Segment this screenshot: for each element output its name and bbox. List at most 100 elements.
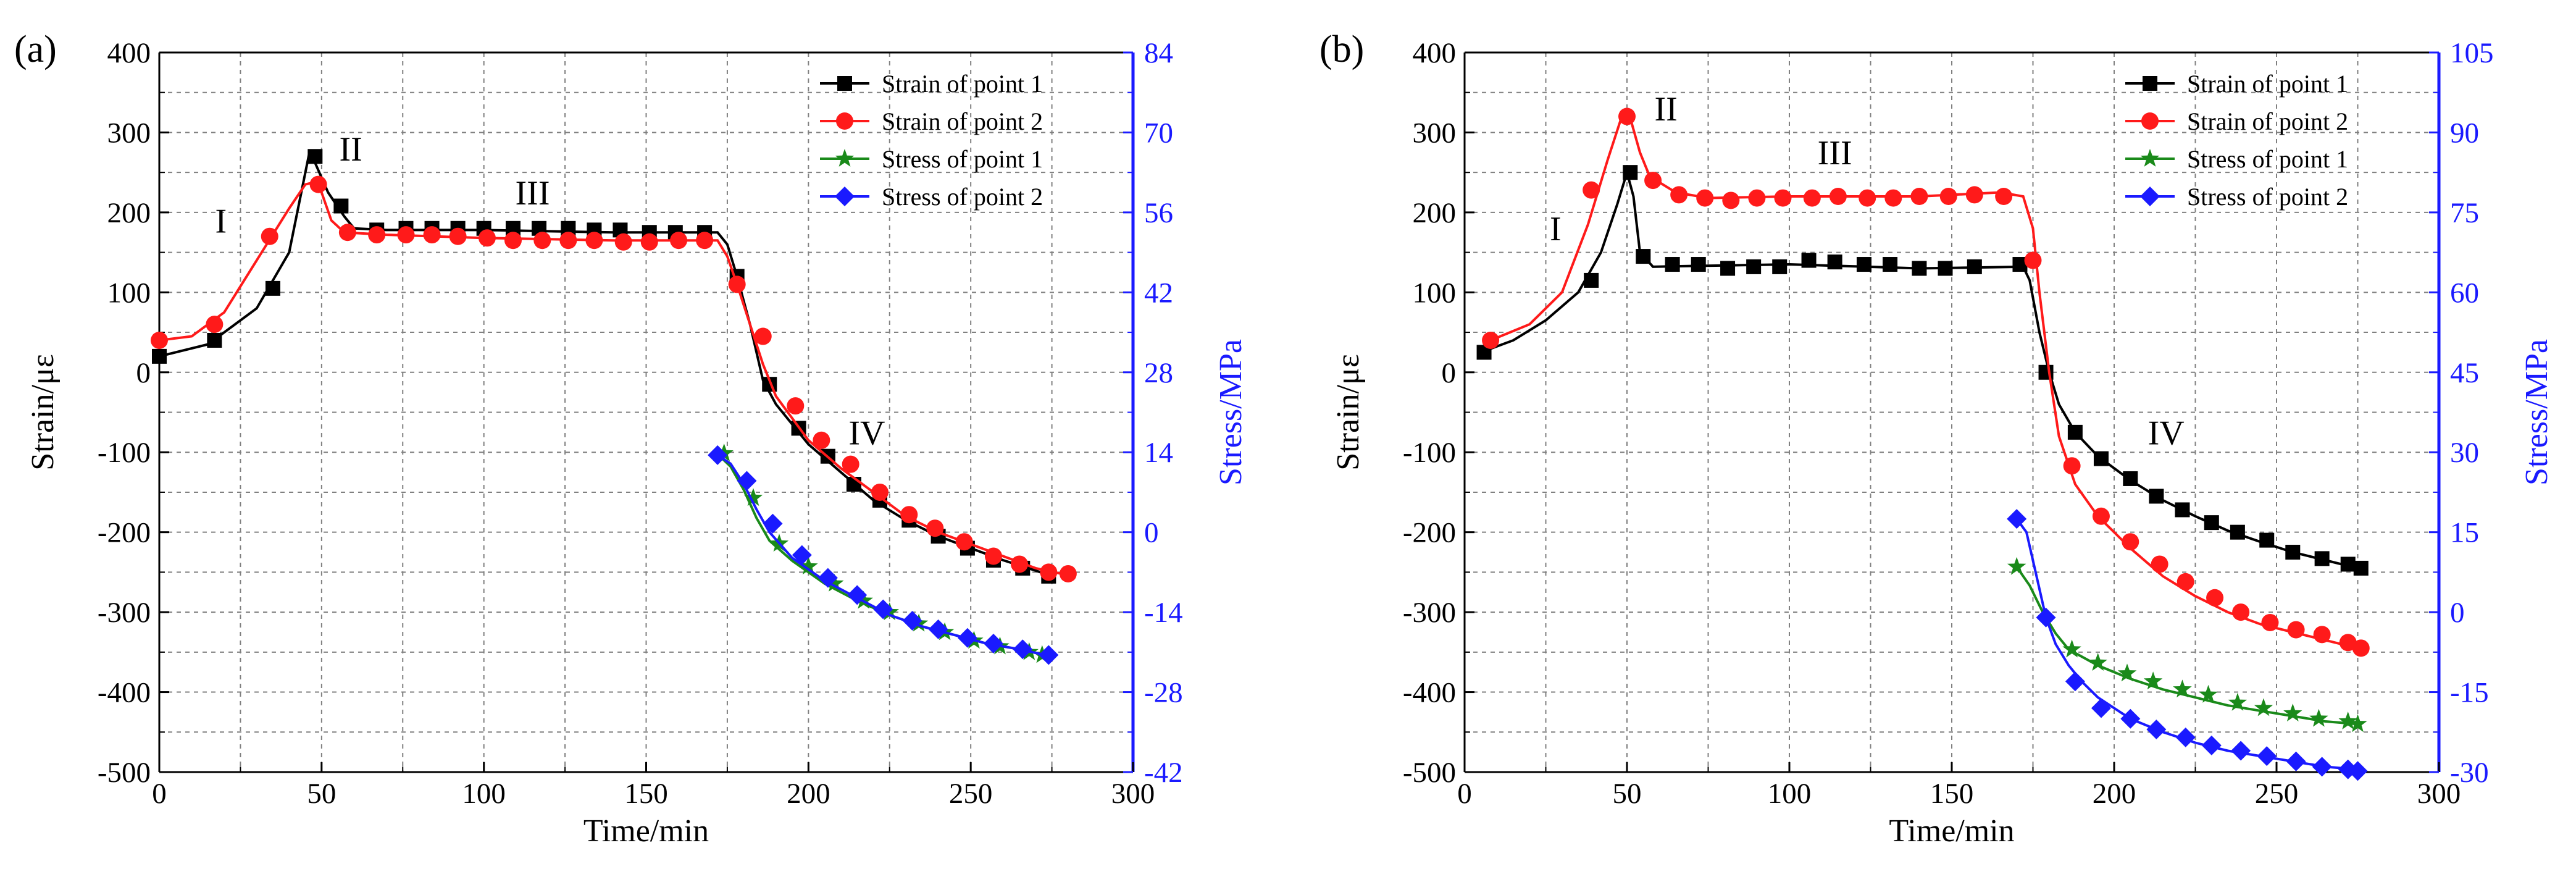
data-point: [2312, 757, 2332, 777]
legend-marker: [835, 187, 855, 206]
data-point: [900, 506, 918, 524]
series-line: [1490, 116, 2358, 650]
data-point: [2287, 621, 2305, 639]
data-point: [957, 628, 977, 648]
data-point: [1583, 181, 1600, 199]
data-point: [1884, 189, 1902, 207]
y2-tick-label: -30: [2450, 757, 2489, 789]
data-point: [1746, 259, 1762, 274]
stage-label: I: [1550, 210, 1562, 248]
data-point: [2177, 573, 2194, 590]
y-tick-label: 300: [107, 117, 151, 149]
data-point: [1059, 565, 1077, 582]
data-point: [2348, 761, 2368, 781]
data-point: [2036, 607, 2056, 628]
x-axis-title: Time/min: [1889, 813, 2014, 849]
y-tick-label: 200: [1413, 197, 1457, 229]
y2-tick-label: 0: [1144, 517, 1159, 549]
data-point: [754, 327, 772, 345]
data-point: [825, 573, 844, 592]
panel-label: (b): [1319, 28, 1364, 70]
y2-tick-label: 30: [2450, 437, 2479, 469]
data-point: [533, 232, 551, 250]
y-tick-label: -300: [1403, 597, 1456, 629]
data-point: [1829, 188, 1847, 205]
data-point: [1696, 189, 1714, 207]
legend-marker: [837, 76, 852, 91]
data-point: [2201, 735, 2222, 755]
data-point: [2151, 555, 2168, 573]
data-point: [2065, 671, 2085, 692]
y-tick-label: 200: [107, 197, 151, 229]
y-tick-label: 0: [1442, 357, 1457, 389]
data-point: [1774, 189, 1792, 207]
data-point: [792, 545, 812, 565]
y2-tick-label: 42: [1144, 277, 1173, 309]
y2-tick-label: 105: [2450, 37, 2494, 69]
data-point: [2352, 639, 2370, 657]
data-point: [2339, 634, 2357, 652]
data-point: [1623, 165, 1638, 180]
data-point: [2123, 471, 2138, 486]
data-point: [1670, 186, 1688, 204]
data-point: [2313, 626, 2331, 644]
y-axis-title: Strain/με: [25, 354, 61, 470]
series-line: [159, 154, 1053, 578]
x-tick-label: 50: [1613, 778, 1642, 810]
stage-label: II: [1654, 90, 1677, 128]
data-point: [847, 585, 868, 605]
data-point: [1883, 257, 1898, 272]
data-point: [1665, 257, 1680, 272]
legend-marker: [2141, 112, 2159, 130]
y2-tick-label: 70: [1144, 117, 1173, 149]
series-strain-of-point-2: [151, 175, 1077, 582]
legend-marker: [2140, 187, 2160, 206]
y2-tick-label: 56: [1144, 197, 1173, 229]
x-tick-label: 0: [152, 778, 167, 810]
data-point: [983, 633, 1003, 653]
y-tick-label: -100: [1403, 437, 1456, 469]
y-tick-label: 400: [1413, 37, 1457, 69]
data-point: [2091, 698, 2111, 718]
x-tick-label: 300: [1111, 778, 1155, 810]
data-point: [2146, 719, 2167, 739]
data-point: [955, 533, 973, 551]
data-point: [2230, 524, 2245, 540]
data-point: [2254, 698, 2273, 716]
data-point: [1722, 191, 1740, 209]
data-point: [799, 556, 818, 575]
data-point: [2007, 509, 2027, 529]
y-tick-label: 100: [107, 277, 151, 309]
y-tick-label: 100: [1413, 277, 1457, 309]
data-point: [1636, 249, 1651, 264]
data-point: [984, 547, 1002, 565]
data-point: [854, 590, 873, 609]
x-tick-label: 100: [1768, 778, 1812, 810]
y2-tick-label: 90: [2450, 117, 2479, 149]
data-point: [206, 316, 224, 334]
data-point: [871, 483, 889, 501]
data-point: [2007, 556, 2026, 575]
data-point: [873, 599, 893, 620]
data-point: [842, 455, 859, 473]
data-point: [207, 333, 222, 348]
data-point: [2286, 751, 2306, 771]
data-point: [1482, 332, 1500, 349]
y-tick-label: -400: [1403, 677, 1456, 709]
data-point: [1827, 254, 1842, 270]
data-point: [2261, 613, 2279, 631]
x-tick-label: 250: [2255, 778, 2299, 810]
data-point: [640, 233, 658, 251]
data-point: [2149, 489, 2164, 504]
stage-label: IV: [848, 414, 885, 452]
x-tick-label: 150: [1930, 778, 1974, 810]
legend-entry: Strain of point 1: [2187, 70, 2348, 98]
data-point: [151, 332, 168, 349]
data-point: [1618, 107, 1636, 125]
data-point: [309, 175, 327, 193]
data-point: [2257, 746, 2277, 766]
data-point: [1748, 189, 1766, 207]
y2-tick-label: 15: [2450, 517, 2479, 549]
data-point: [1939, 188, 1957, 205]
data-point: [696, 232, 714, 250]
